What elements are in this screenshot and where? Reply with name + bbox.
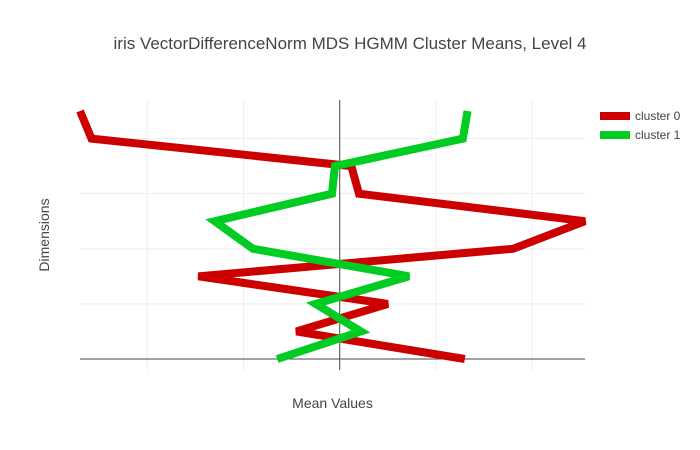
legend-item-cluster-1[interactable]: cluster 1 <box>600 125 680 144</box>
axes <box>80 100 585 370</box>
legend-swatch-cluster-0 <box>600 111 630 120</box>
chart-title: iris VectorDifferenceNorm MDS HGMM Clust… <box>113 34 587 53</box>
legend-item-cluster-0[interactable]: cluster 0 <box>600 106 680 125</box>
legend-label-cluster-0: cluster 0 <box>635 108 681 123</box>
gridlines <box>80 100 585 370</box>
series-layer <box>76 109 587 363</box>
x-axis-label: Mean Values <box>292 395 373 411</box>
legend-swatch-cluster-1 <box>600 130 630 139</box>
series-line-cluster-1 <box>205 110 472 363</box>
series-line-cluster-0 <box>76 109 587 363</box>
legend: cluster 0 cluster 1 <box>600 106 680 144</box>
y-axis-label: Dimensions <box>36 198 52 272</box>
legend-label-cluster-1: cluster 1 <box>635 127 681 142</box>
